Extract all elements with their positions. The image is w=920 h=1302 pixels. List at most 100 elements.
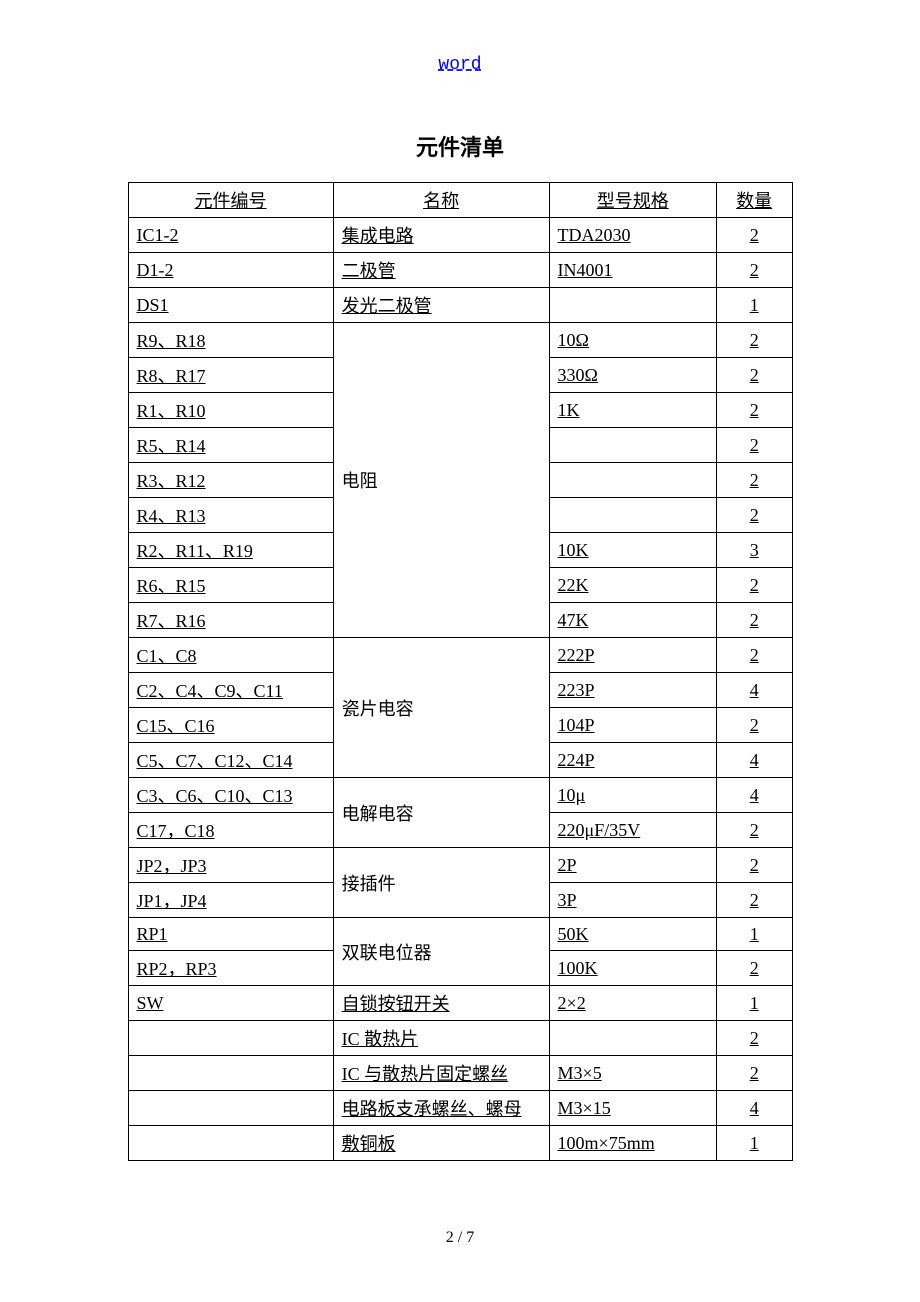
- cell-id: R2、R11、R19: [128, 533, 333, 568]
- cell-qty: 2: [716, 1021, 792, 1056]
- cell-id: C2、C4、C9、C11: [128, 673, 333, 708]
- cell-qty: 2: [716, 498, 792, 533]
- table-row: 电路板支承螺丝、螺母M3×154: [128, 1091, 792, 1126]
- cell-qty: 2: [716, 393, 792, 428]
- table-row: IC1-2集成电路TDA20302: [128, 218, 792, 253]
- cell-id: R4、R13: [128, 498, 333, 533]
- cell-id: [128, 1126, 333, 1161]
- cell-qty: 2: [716, 568, 792, 603]
- cell-qty: 1: [716, 986, 792, 1021]
- cell-id: C3、C6、C10、C13: [128, 778, 333, 813]
- cell-id: R3、R12: [128, 463, 333, 498]
- cell-name: 自锁按钮开关: [333, 986, 549, 1021]
- cell-spec: 47K: [549, 603, 716, 638]
- cell-name: 接插件: [333, 848, 549, 918]
- page-header: word: [0, 0, 920, 75]
- cell-id: C5、C7、C12、C14: [128, 743, 333, 778]
- cell-name: IC 散热片: [333, 1021, 549, 1056]
- cell-id: C17，C18: [128, 813, 333, 848]
- cell-spec: 2×2: [549, 986, 716, 1021]
- cell-spec: M3×5: [549, 1056, 716, 1091]
- footer-text: 2 / 7: [446, 1229, 474, 1246]
- cell-qty: 2: [716, 708, 792, 743]
- cell-name: 双联电位器: [333, 918, 549, 986]
- cell-name: 电阻: [333, 323, 549, 638]
- cell-spec: 223P: [549, 673, 716, 708]
- cell-spec: 330Ω: [549, 358, 716, 393]
- header-qty: 数量: [716, 183, 792, 218]
- cell-id: [128, 1021, 333, 1056]
- cell-spec: 100m×75mm: [549, 1126, 716, 1161]
- cell-id: SW: [128, 986, 333, 1021]
- cell-spec: 104P: [549, 708, 716, 743]
- cell-qty: 2: [716, 883, 792, 918]
- cell-spec: TDA2030: [549, 218, 716, 253]
- header-spec: 型号规格: [549, 183, 716, 218]
- cell-spec: 10μ: [549, 778, 716, 813]
- cell-qty: 2: [716, 638, 792, 673]
- cell-id: C1、C8: [128, 638, 333, 673]
- cell-qty: 2: [716, 358, 792, 393]
- cell-qty: 2: [716, 463, 792, 498]
- page-title: 元件清单: [0, 130, 920, 162]
- cell-spec: 222P: [549, 638, 716, 673]
- cell-qty: 1: [716, 288, 792, 323]
- cell-id: IC1-2: [128, 218, 333, 253]
- cell-qty: 2: [716, 813, 792, 848]
- table-row: C1、C8瓷片电容222P2: [128, 638, 792, 673]
- header-text: word: [438, 55, 481, 75]
- cell-qty: 2: [716, 323, 792, 358]
- cell-spec: [549, 1021, 716, 1056]
- table-row: SW自锁按钮开关2×21: [128, 986, 792, 1021]
- cell-spec: [549, 498, 716, 533]
- cell-name: IC 与散热片固定螺丝: [333, 1056, 549, 1091]
- cell-qty: 2: [716, 253, 792, 288]
- cell-qty: 4: [716, 1091, 792, 1126]
- header-name: 名称: [333, 183, 549, 218]
- cell-qty: 4: [716, 778, 792, 813]
- table-row: DS1发光二极管 1: [128, 288, 792, 323]
- cell-qty: 2: [716, 218, 792, 253]
- cell-name: 二极管: [333, 253, 549, 288]
- cell-qty: 2: [716, 951, 792, 986]
- cell-spec: 10Ω: [549, 323, 716, 358]
- cell-spec: [549, 428, 716, 463]
- cell-id: R5、R14: [128, 428, 333, 463]
- title-text: 元件清单: [416, 135, 504, 160]
- table-row: 敷铜板100m×75mm1: [128, 1126, 792, 1161]
- cell-spec: 50K: [549, 918, 716, 951]
- table-body: IC1-2集成电路TDA20302D1-2二极管IN40012DS1发光二极管1…: [128, 218, 792, 1161]
- cell-spec: 220μF/35V: [549, 813, 716, 848]
- cell-id: [128, 1091, 333, 1126]
- table-row: RP1双联电位器50K1: [128, 918, 792, 951]
- cell-qty: 2: [716, 428, 792, 463]
- cell-name: 发光二极管: [333, 288, 549, 323]
- cell-spec: 224P: [549, 743, 716, 778]
- cell-qty: 1: [716, 1126, 792, 1161]
- cell-id: DS1: [128, 288, 333, 323]
- cell-qty: 2: [716, 848, 792, 883]
- cell-id: R7、R16: [128, 603, 333, 638]
- cell-id: R1、R10: [128, 393, 333, 428]
- cell-spec: IN4001: [549, 253, 716, 288]
- cell-name: 集成电路: [333, 218, 549, 253]
- table-row: JP2，JP3接插件2P2: [128, 848, 792, 883]
- cell-qty: 2: [716, 603, 792, 638]
- cell-name: 电解电容: [333, 778, 549, 848]
- cell-spec: 22K: [549, 568, 716, 603]
- table-row: C3、C6、C10、C13电解电容10μ4: [128, 778, 792, 813]
- table-row: R9、R18电阻10Ω2: [128, 323, 792, 358]
- cell-id: [128, 1056, 333, 1091]
- cell-qty: 4: [716, 673, 792, 708]
- cell-id: R6、R15: [128, 568, 333, 603]
- header-id: 元件编号: [128, 183, 333, 218]
- table-row: D1-2二极管IN40012: [128, 253, 792, 288]
- cell-qty: 3: [716, 533, 792, 568]
- cell-spec: 100K: [549, 951, 716, 986]
- table-header-row: 元件编号 名称 型号规格 数量: [128, 183, 792, 218]
- cell-qty: 4: [716, 743, 792, 778]
- component-table: 元件编号 名称 型号规格 数量 IC1-2集成电路TDA20302D1-2二极管…: [128, 182, 793, 1161]
- cell-id: JP2，JP3: [128, 848, 333, 883]
- table-container: 元件编号 名称 型号规格 数量 IC1-2集成电路TDA20302D1-2二极管…: [128, 182, 793, 1161]
- cell-spec: 1K: [549, 393, 716, 428]
